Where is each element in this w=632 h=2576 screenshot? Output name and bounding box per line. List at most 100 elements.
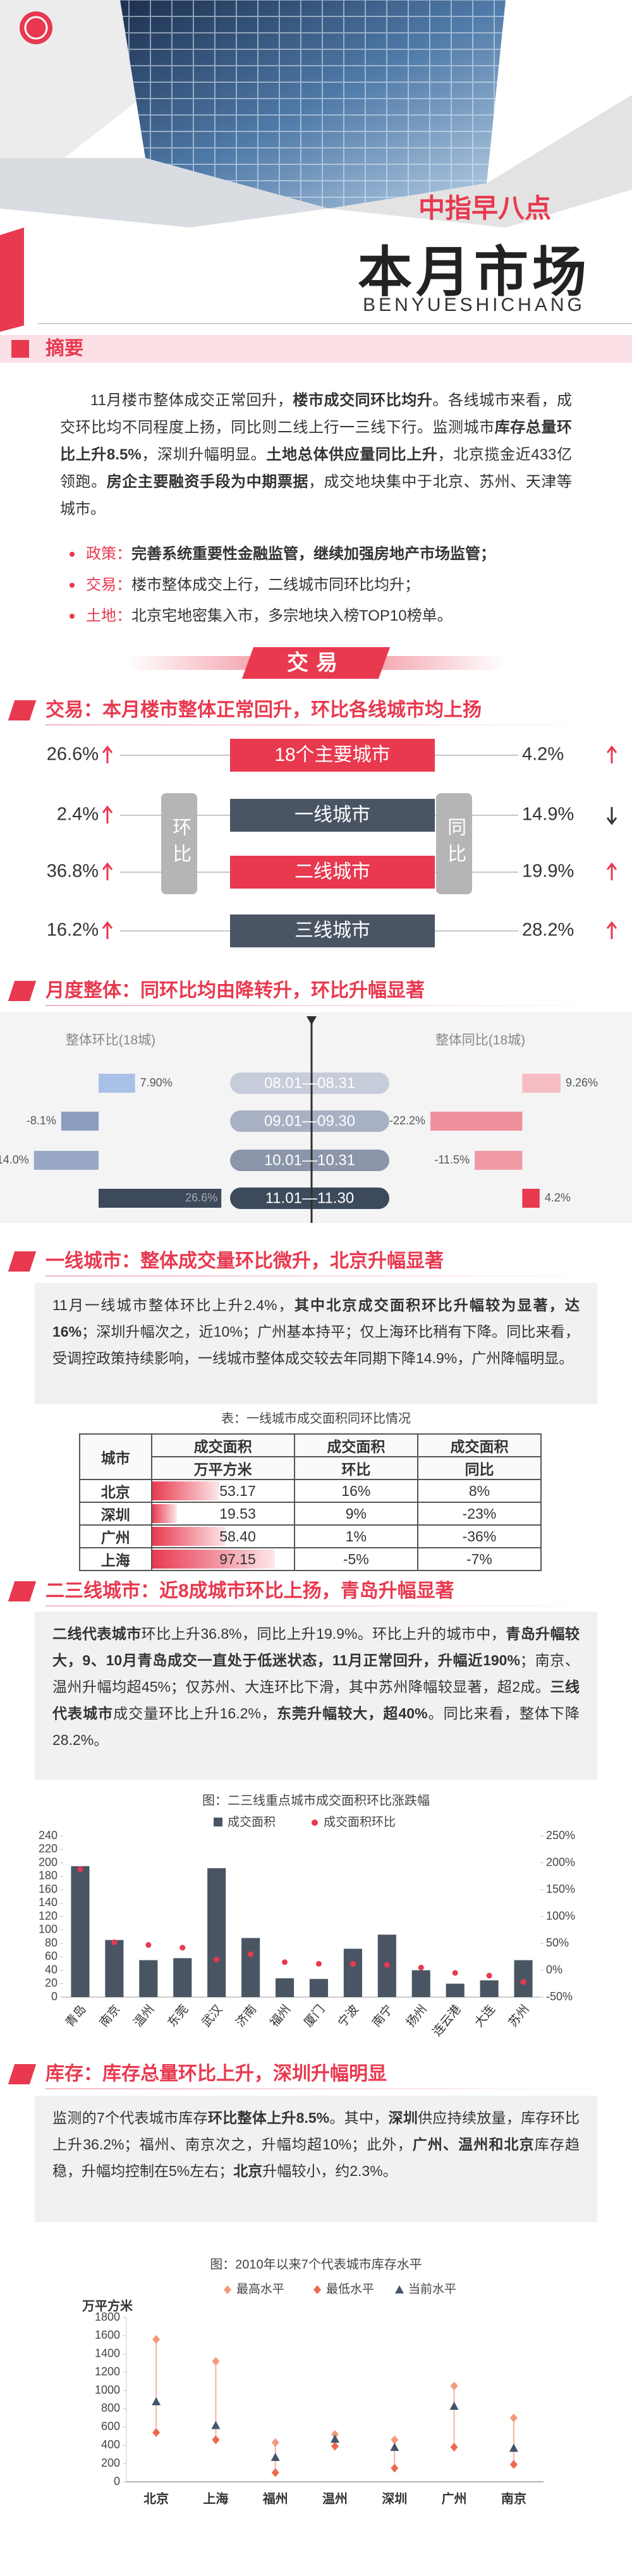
chart-title: 图：2010年以来7个代表城市库存水平 — [210, 2257, 422, 2271]
y-tick-label: 0 — [51, 1990, 58, 2003]
header-art — [0, 0, 632, 332]
bar — [343, 1948, 362, 1997]
city-name: 三线城市 — [295, 920, 370, 941]
x-tick-label: 东莞 — [165, 2002, 191, 2029]
text: 供应持续放量，库存环比上升36.2%；福州、南京次之，升幅均超10%；此外， — [52, 2110, 580, 2153]
bar — [411, 1970, 430, 1997]
mom-value: 26.6% — [47, 744, 99, 765]
bar — [207, 1868, 226, 1997]
bar — [475, 1151, 523, 1170]
bold-text: 东莞升幅较大，超40% — [276, 1705, 428, 1722]
mom-pill — [161, 793, 197, 894]
y2-tick-label: 200% — [546, 1856, 575, 1868]
current-marker — [270, 2453, 280, 2461]
data-bar — [152, 1550, 275, 1569]
yoy-pill — [436, 793, 472, 894]
table-row: 深圳 19.53 9% -23% — [79, 1502, 542, 1526]
header-cell: 成交面积 — [150, 1433, 295, 1457]
trend-arrow — [606, 921, 617, 939]
table-row: 广州 58.40 1% -36% — [79, 1524, 542, 1548]
bullet-label: 政策： — [86, 545, 131, 562]
heading-text: 一线城市：整体成交量环比微升，北京升幅显著 — [46, 1251, 444, 1272]
axis-head — [307, 1016, 317, 1025]
cell: 16% — [293, 1479, 418, 1503]
cell: 9% — [293, 1502, 418, 1526]
bullet: 交易：楼市整体成交上行，二线城市同环比均升； — [70, 569, 575, 600]
x-tick-label: 武汉 — [199, 2002, 225, 2029]
city-box — [230, 856, 435, 889]
max-marker — [391, 2435, 399, 2445]
text: 环比上升36.8%，同比上升19.9%。环比上升的城市中， — [141, 1625, 506, 1642]
y-tick-label: 1200 — [95, 2365, 120, 2378]
text: ；深圳升幅次之，近10%；广州基本持平；仅上海环比稍有下降。同比来看，受调控政策… — [52, 1323, 580, 1366]
bold-text: 其中北京成交面积环比升幅较为显著，达16% — [52, 1297, 580, 1340]
legend-swatch — [224, 2285, 231, 2294]
value-label: -22.2% — [389, 1114, 425, 1127]
butterfly-background — [0, 1012, 632, 1223]
trend-arrow — [606, 862, 617, 880]
min-marker — [152, 2428, 161, 2437]
period-pill — [230, 1188, 389, 1209]
deco-triangle — [329, 95, 632, 228]
y-tick-label: 240 — [39, 1829, 58, 1842]
summary-bar — [0, 335, 632, 363]
cell-value: 58.40 — [219, 1528, 256, 1545]
cell: 上海 — [79, 1547, 152, 1571]
trend-arrow — [606, 807, 617, 825]
banner-text: 交易 — [287, 651, 345, 675]
bold-text: 青岛升幅较大，9、10月青岛成交一直处于低迷状态，11月正常回升，升幅近190% — [52, 1625, 580, 1668]
data-bar — [152, 1527, 226, 1546]
cell: 北京 — [79, 1479, 152, 1503]
y-tick-label: 0 — [114, 2475, 120, 2488]
max-marker — [271, 2438, 279, 2447]
dot — [145, 1942, 152, 1948]
dot — [520, 1979, 526, 1985]
text: ，成交地块集中于北京、苏州、天津等城市。 — [60, 473, 572, 518]
panel-label: 整体同比(18城) — [435, 1033, 525, 1048]
bold-text: 三线代表城市 — [52, 1679, 580, 1722]
cell: 广州 — [79, 1524, 152, 1548]
heading-text: 月度整体：同环比均由降转升，环比升幅显著 — [46, 980, 425, 1001]
value-label: -14.0% — [0, 1153, 29, 1166]
legend-swatch — [214, 1818, 222, 1826]
page-title: 本月市场 — [358, 242, 590, 303]
current-marker — [152, 2397, 161, 2405]
x-tick-label: 大连 — [471, 2002, 497, 2029]
y-axis-label: 万平方米 — [82, 2298, 133, 2313]
y-tick-label: 120 — [39, 1909, 58, 1922]
y-tick-label: 220 — [39, 1842, 58, 1855]
dot — [214, 1957, 220, 1962]
y-tick-label: 180 — [39, 1869, 58, 1882]
bar — [139, 1960, 158, 1997]
summary-heading: 摘要 — [46, 338, 83, 359]
city-box — [230, 914, 435, 947]
text: ；南京、温州升幅均超45%；仅苏州、大连环比下滑，其中苏州降幅较显著，超2成。 — [52, 1652, 580, 1695]
heading-text: 库存：库存总量环比上升，深圳升幅明显 — [46, 2063, 387, 2084]
x-tick-label: 南宁 — [370, 2002, 396, 2029]
x-tick-label: 青岛 — [63, 2002, 88, 2029]
dot — [77, 1866, 83, 1873]
dot — [179, 1945, 186, 1951]
cell-value: 97.15 — [219, 1550, 256, 1567]
cell: 8% — [416, 1479, 542, 1503]
value-label: 26.6% — [185, 1191, 217, 1204]
bold-text: 深圳 — [388, 2110, 418, 2126]
bar — [446, 1983, 465, 1997]
bar — [99, 1074, 135, 1093]
section-heading: 一线城市：整体成交量环比微升，北京升幅显著 — [0, 1246, 632, 1277]
city-box — [230, 739, 435, 772]
min-marker — [331, 2441, 339, 2451]
y-tick-label: 400 — [101, 2438, 120, 2451]
x-tick-label: 上海 — [203, 2491, 228, 2506]
y-tick-label: 1800 — [95, 2311, 120, 2323]
text: 监测的7个代表城市库存 — [52, 2110, 208, 2126]
section-heading: 库存：库存总量环比上升，深圳升幅明显 — [0, 2059, 632, 2089]
y-tick-label: 800 — [101, 2402, 120, 2414]
yoy-value: 19.9% — [522, 861, 574, 882]
cell: -5% — [293, 1547, 418, 1571]
text: 库存趋稳，升幅均控制在5%左右； — [52, 2136, 580, 2179]
current-marker — [449, 2402, 459, 2410]
area-cell: 97.15 — [150, 1547, 295, 1571]
current-marker — [331, 2434, 339, 2443]
legend-swatch — [395, 2285, 404, 2293]
